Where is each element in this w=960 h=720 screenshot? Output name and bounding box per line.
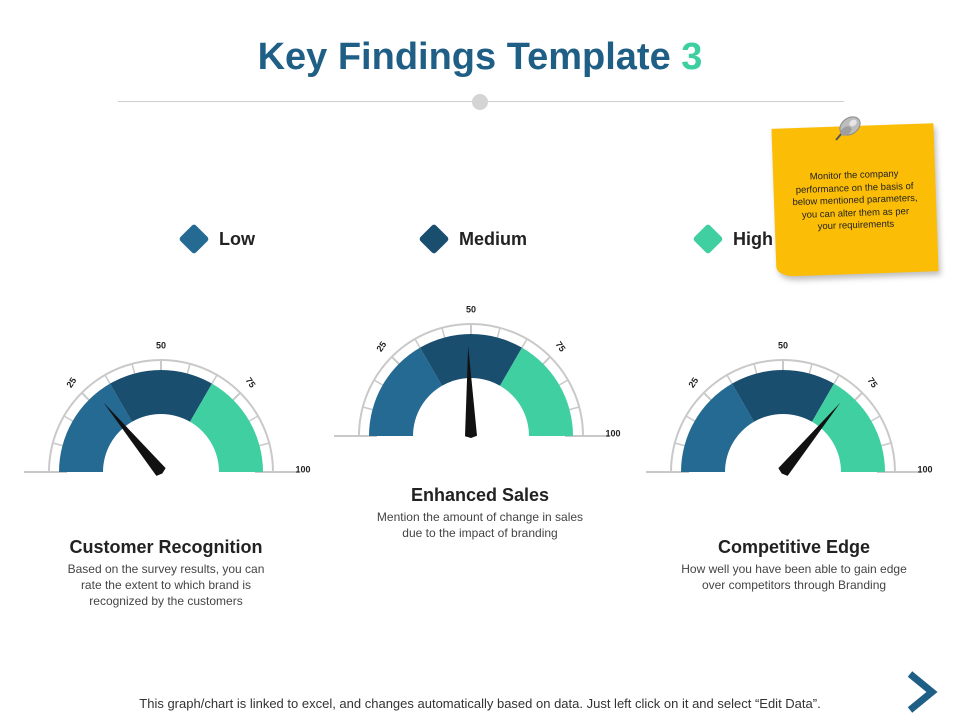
gauge-tick-label: 100 — [295, 464, 310, 474]
gauge-tick-label: 75 — [554, 340, 568, 354]
gauge-tick — [496, 327, 501, 338]
gauge-band-medium — [732, 370, 834, 422]
gauge-tick — [131, 363, 136, 374]
sticky-note-text: Monitor the company performance on the b… — [792, 168, 918, 233]
gauge-tick — [558, 379, 569, 386]
gauge-tick — [685, 415, 696, 422]
title-number: 3 — [681, 36, 703, 78]
legend-diamond-medium-icon — [418, 223, 450, 255]
legend-diamond-high-icon — [692, 223, 724, 255]
gauge-tick — [211, 374, 218, 385]
gauge-tick — [63, 415, 74, 422]
gauge-title-enhanced-sales: Enhanced Sales — [410, 485, 550, 505]
gauge-band-medium — [110, 370, 212, 422]
gauge-band-high — [812, 383, 885, 472]
gauge-tick — [521, 338, 528, 349]
legend-label-medium: Medium — [459, 228, 528, 249]
gauge-tick-label: 100 — [917, 464, 932, 474]
gauge-tick — [414, 338, 421, 349]
gauge-tick-label: 50 — [466, 304, 476, 314]
title-text: Key Findings Template — [257, 36, 671, 78]
gauge-tick — [373, 379, 384, 386]
legend-item-medium: Medium — [418, 223, 528, 255]
gauge-title-competitive-edge: Competitive Edge — [717, 537, 871, 557]
gauge-band-low — [59, 383, 132, 472]
gauge-tick-label: 100 — [605, 428, 620, 438]
gauge-desc-competitive-edge: How well you have been able to gain edge… — [681, 562, 907, 592]
legend-item-low: Low — [178, 223, 255, 255]
gauge-tick — [674, 442, 685, 447]
gauge-tick — [726, 374, 733, 385]
gauge-tick — [753, 363, 758, 374]
gauge-desc-customer-recognition: Based on the survey results, you can rat… — [67, 562, 265, 608]
gauge-tick — [441, 327, 446, 338]
gauge-tick — [833, 374, 840, 385]
page-title: Key Findings Template 3 — [0, 36, 960, 79]
next-slide-arrow-icon[interactable] — [902, 670, 942, 714]
gauge-tick-label: 75 — [244, 376, 258, 390]
gauge-tick — [259, 442, 270, 447]
gauge-band-medium — [420, 334, 522, 386]
gauge-tick-label: 25 — [374, 340, 388, 354]
gauge-tick-label: 50 — [156, 340, 166, 350]
gauge-needle — [103, 402, 166, 476]
title-divider-dot — [472, 94, 488, 110]
legend-item-high: High — [692, 223, 773, 255]
legend-diamond-low-icon — [178, 223, 210, 255]
gauge-needle — [778, 402, 841, 476]
gauge-tick-label: 25 — [64, 376, 78, 390]
gauge-tick-label: 75 — [866, 376, 880, 390]
gauge-desc-enhanced-sales: Mention the amount of change in sales du… — [376, 510, 584, 540]
gauge-tick — [569, 406, 580, 411]
gauge-band-low — [681, 383, 754, 472]
gauge-band-high — [500, 347, 573, 436]
gauge-tick — [248, 415, 259, 422]
gauge-tick — [104, 374, 111, 385]
gauge-tick-label: 25 — [686, 376, 700, 390]
gauge-tick — [186, 363, 191, 374]
gauge-tick — [870, 415, 881, 422]
gauge-band-low — [369, 347, 442, 436]
footer-note: This graph/chart is linked to excel, and… — [139, 696, 821, 711]
gauge-needle — [465, 346, 477, 438]
legend-label-high: High — [733, 228, 773, 249]
gauge-tick — [52, 442, 63, 447]
gauge-band-high — [190, 383, 263, 472]
gauge-tick — [362, 406, 373, 411]
gauge-tick — [808, 363, 813, 374]
legend-label-low: Low — [219, 228, 255, 249]
gauge-title-customer-recognition: Customer Recognition — [69, 537, 263, 557]
push-pin-icon — [835, 116, 861, 141]
gauge-tick — [881, 442, 892, 447]
gauge-tick-label: 50 — [778, 340, 788, 350]
